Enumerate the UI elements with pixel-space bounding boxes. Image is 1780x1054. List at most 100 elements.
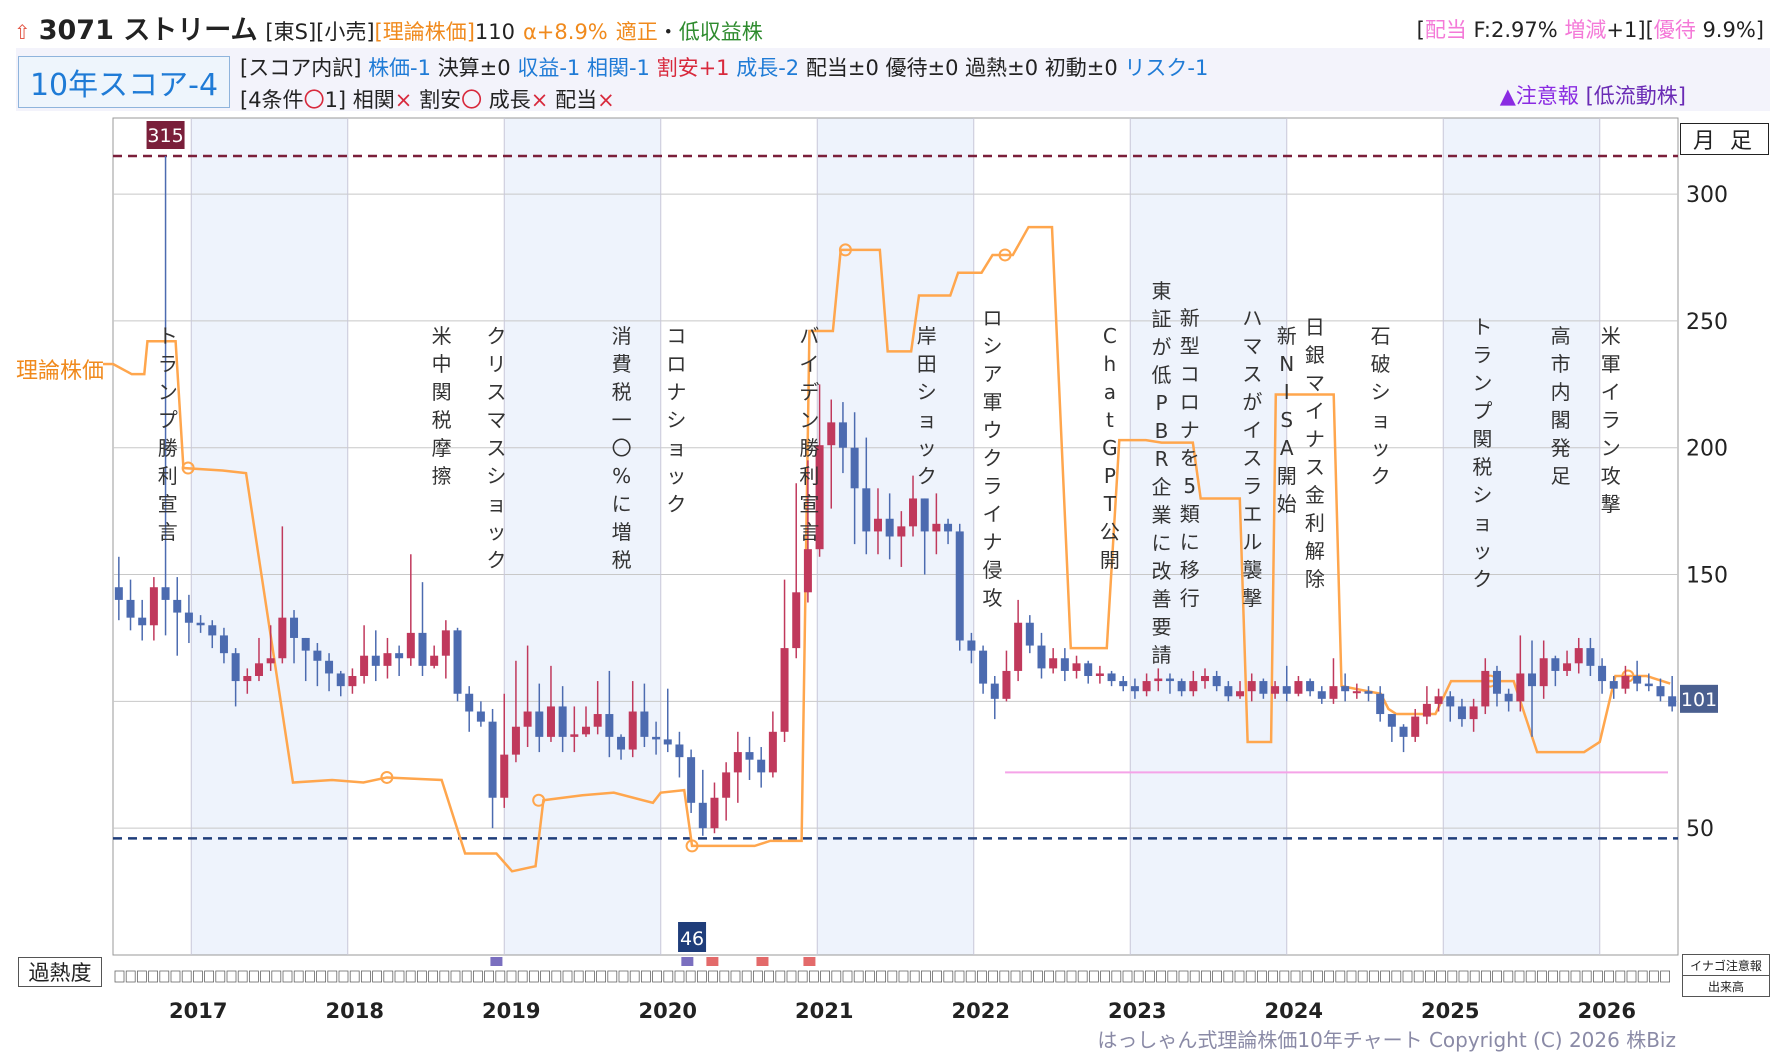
event-label-char: 税 — [612, 548, 632, 572]
candle-body — [862, 488, 871, 532]
event-label-char: バ — [799, 324, 819, 348]
candle-body — [663, 739, 672, 745]
event-label-char: に — [1152, 531, 1172, 555]
score-part: 株価-1 — [368, 56, 438, 80]
year-label: 2017 — [169, 999, 227, 1023]
event-label-char: ッ — [486, 520, 506, 544]
candle-body — [792, 592, 801, 649]
candle-body — [780, 648, 789, 732]
event-label-char: 内 — [1551, 380, 1571, 404]
event-label-char: 開 — [1277, 464, 1297, 488]
event-label-char: 中 — [432, 352, 452, 376]
overheat-cell — [1055, 970, 1066, 983]
overheat-cell — [1626, 970, 1637, 983]
event-label-char: A — [1280, 436, 1294, 460]
overheat-cell — [1391, 970, 1402, 983]
candle-body — [243, 676, 252, 682]
year-band — [191, 118, 348, 955]
score-part: 配当±0 — [805, 56, 886, 80]
overheat-cell — [685, 970, 696, 983]
score-part: リスク-1 — [1124, 56, 1209, 80]
event-label-char: コ — [1180, 362, 1200, 386]
event-label-char: ッ — [1472, 539, 1492, 563]
overheat-cell — [663, 970, 674, 983]
candle-body — [710, 797, 719, 829]
y-tick-label: 250 — [1686, 310, 1728, 335]
candle-body — [593, 714, 602, 727]
candle-body — [395, 653, 404, 659]
event-label-char: ク — [486, 548, 506, 572]
event-label-char: ョ — [486, 492, 506, 516]
score-part: × — [530, 88, 549, 112]
candle-body — [430, 655, 439, 666]
year-label: 2023 — [1108, 999, 1166, 1023]
overheat-cell — [943, 970, 954, 983]
last-price-text: 101 — [1681, 689, 1717, 711]
candle-body — [1446, 696, 1455, 707]
candle-body — [1212, 676, 1221, 687]
last-price-badge — [1680, 684, 1718, 713]
overheat-cell — [753, 970, 763, 983]
overheat-cell — [271, 970, 282, 983]
overheat-cell — [1201, 970, 1211, 983]
overheat-cell — [394, 970, 405, 983]
market-tags: [東S][小売] — [265, 20, 375, 44]
overheat-cell — [573, 970, 584, 983]
overheat-cell — [450, 970, 461, 983]
overheat-cell — [1604, 970, 1614, 983]
overheat-cell — [405, 970, 416, 983]
event-label-char: シ — [1472, 483, 1492, 507]
event-label-char: ッ — [917, 436, 937, 460]
overheat-cell — [820, 970, 830, 983]
candle-body — [1095, 673, 1104, 676]
candle-body — [1609, 681, 1618, 689]
candle-body — [803, 549, 812, 593]
event-label-char: マ — [1305, 371, 1325, 395]
overheat-cell — [1369, 970, 1379, 983]
rating-dot: ・ — [657, 20, 679, 44]
candle-body — [1130, 686, 1139, 692]
candle-body — [1364, 691, 1373, 694]
theory-side-label: 理論株価 — [16, 359, 105, 384]
candle-body — [1574, 648, 1583, 664]
event-label-char: ョ — [1472, 511, 1492, 535]
event-label-char: 除 — [1305, 567, 1325, 591]
min-badge — [678, 922, 707, 952]
overheat-cell — [641, 970, 651, 983]
overheat-cell — [1637, 970, 1648, 983]
event-label-char: 利 — [158, 464, 178, 488]
candle-body — [488, 721, 497, 798]
overheat-cell — [1503, 970, 1514, 983]
event-label-char: 足 — [1551, 464, 1571, 488]
theory-marker — [532, 793, 546, 807]
event-label-char: 行 — [1180, 586, 1200, 610]
up-arrow-icon: ⇧ — [14, 20, 31, 44]
overheat-mark — [756, 957, 769, 966]
alpha-value: α+8.9% — [522, 20, 608, 44]
event-label-char: 企 — [1152, 475, 1172, 499]
overheat-mark — [706, 957, 719, 966]
overheat-cell — [506, 970, 517, 983]
theory-marker — [998, 248, 1012, 262]
candle-body — [126, 599, 135, 618]
event-label-char: 始 — [1277, 492, 1297, 516]
overheat-cell — [1178, 970, 1189, 983]
overheat-cell — [1089, 970, 1099, 983]
overheat-cell — [932, 970, 942, 983]
event-label-char: 金 — [1305, 483, 1325, 507]
event-label-char: を — [1180, 446, 1200, 470]
candle-body — [1317, 691, 1326, 699]
event-label-char: 請 — [1152, 643, 1172, 667]
event-label-char: P — [1104, 464, 1116, 488]
event-label-char: ラ — [1242, 474, 1262, 498]
event-label-char: 〇 — [612, 436, 632, 460]
overheat-cell — [181, 970, 192, 983]
overheat-cell — [1458, 970, 1469, 983]
candle-body — [173, 599, 182, 613]
plot-frame — [112, 117, 1679, 956]
event-label-char: 破 — [1371, 352, 1391, 376]
score-part: 割安+1 — [656, 56, 737, 80]
overheat-cell — [551, 970, 562, 983]
overheat-cell — [865, 970, 875, 983]
event-label-char: 利 — [1305, 511, 1325, 535]
